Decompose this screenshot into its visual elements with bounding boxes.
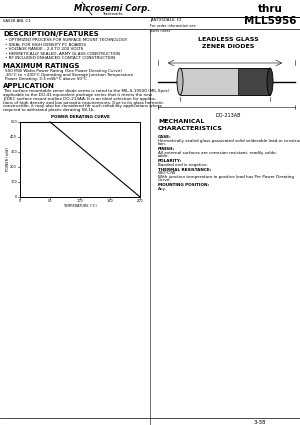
- Text: MAXIMUM RATINGS: MAXIMUM RATINGS: [3, 62, 80, 68]
- Text: 500 Milli Watts Power Rating (See Power Derating Curve): 500 Milli Watts Power Rating (See Power …: [5, 68, 122, 73]
- Text: 150: 150: [106, 199, 113, 203]
- Ellipse shape: [177, 68, 183, 95]
- Text: MECHANICAL
CHARACTERISTICS: MECHANICAL CHARACTERISTICS: [158, 119, 223, 130]
- Text: • RF INCLUDED ENHANCED CONTACT CONSTRUCTION: • RF INCLUDED ENHANCED CONTACT CONSTRUCT…: [5, 56, 115, 60]
- Text: THERMAL RESISTANCE:: THERMAL RESISTANCE:: [158, 167, 211, 172]
- Text: tion.: tion.: [158, 142, 167, 146]
- Text: POWER DERATING CURVE: POWER DERATING CURVE: [51, 115, 110, 119]
- Text: FINISH:: FINISH:: [158, 147, 175, 151]
- Bar: [180, 68, 270, 95]
- Text: 500°C/W: 500°C/W: [158, 171, 176, 175]
- Text: 0: 0: [19, 199, 21, 203]
- Text: 5AV28 ANL C1: 5AV28 ANL C1: [3, 19, 31, 23]
- Text: Any.: Any.: [158, 187, 166, 190]
- Text: • IDEAL FOR HIGH DENSITY PC BOARDS: • IDEAL FOR HIGH DENSITY PC BOARDS: [5, 42, 86, 46]
- Text: LEADLESS GLASS
ZENER DIODES: LEADLESS GLASS ZENER DIODES: [198, 37, 258, 49]
- Text: • HERMETICALLY SEALED, ARMY GLASS CONSTRUCTION: • HERMETICALLY SEALED, ARMY GLASS CONSTR…: [5, 51, 120, 56]
- Text: Microsemi Corp.: Microsemi Corp.: [74, 3, 150, 12]
- Text: applicable to the DO-41 equivalent package series that it meets the new: applicable to the DO-41 equivalent packa…: [3, 93, 152, 97]
- Bar: [238, 68, 270, 95]
- Text: 100: 100: [76, 199, 83, 203]
- Text: JEDEC surface mount outline DO-213AA. It is an ideal selection for applica-: JEDEC surface mount outline DO-213AA. It…: [3, 97, 156, 101]
- Text: • VOLTAGE RANGE - 2.4 TO 200 VOLTS: • VOLTAGE RANGE - 2.4 TO 200 VOLTS: [5, 47, 83, 51]
- Text: tions of high density and low parasitic requirements. Due to its glass hermetic: tions of high density and low parasitic …: [3, 100, 164, 105]
- Bar: [20, 122, 140, 197]
- Text: Hermetically sealed glass passivated solid solderable lead-in construc-: Hermetically sealed glass passivated sol…: [158, 139, 300, 142]
- Text: 50: 50: [48, 199, 52, 203]
- Text: DO-213AB: DO-213AB: [215, 113, 241, 117]
- Text: 400: 400: [10, 135, 17, 139]
- Text: 200: 200: [136, 199, 143, 203]
- Text: construction, it may also be considered for such reliability applications where: construction, it may also be considered …: [3, 104, 162, 108]
- Text: MOUNTING POSITION:: MOUNTING POSITION:: [158, 183, 209, 187]
- Text: • OPTIMIZED PROCESS FOR SURFACE MOUNT TECHNOLOGY: • OPTIMIZED PROCESS FOR SURFACE MOUNT TE…: [5, 38, 127, 42]
- Text: Trademarks: Trademarks: [102, 11, 122, 15]
- Text: JANTX5DA16; F2: JANTX5DA16; F2: [150, 18, 182, 22]
- Text: required to withstand plastic derating 58-1b.: required to withstand plastic derating 5…: [3, 108, 95, 112]
- Text: With junction temperature in positive lead has Per Power Derating: With junction temperature in positive le…: [158, 175, 294, 178]
- Text: POWER (mW): POWER (mW): [6, 147, 10, 171]
- Text: TEMPERATURE (°C): TEMPERATURE (°C): [63, 204, 97, 208]
- Text: 3-38: 3-38: [254, 419, 266, 425]
- Text: 100: 100: [10, 180, 17, 184]
- Text: Power Derating: 3.3 mW/°C above 50°C: Power Derating: 3.3 mW/°C above 50°C: [5, 77, 87, 81]
- Text: 300: 300: [10, 150, 17, 154]
- Text: -65°C to +200°C Operating and Storage Junction Temperature: -65°C to +200°C Operating and Storage Ju…: [5, 73, 133, 76]
- Text: rable.: rable.: [158, 154, 170, 158]
- Ellipse shape: [267, 68, 273, 95]
- Text: POLARITY:: POLARITY:: [158, 159, 182, 163]
- Text: CASE:: CASE:: [158, 135, 172, 139]
- Text: 500: 500: [10, 120, 17, 124]
- Text: This surface mountable zener diode series is rated to the MIL-S-19500 (MIL Spec): This surface mountable zener diode serie…: [3, 89, 169, 93]
- Text: APPLICATION: APPLICATION: [3, 83, 55, 89]
- Text: MLL5913
thru
MLL5956: MLL5913 thru MLL5956: [244, 0, 296, 26]
- Text: All external surfaces are corrosion resistant, readily solde-: All external surfaces are corrosion resi…: [158, 150, 277, 155]
- Text: For order information see
parts notes: For order information see parts notes: [150, 24, 196, 33]
- Text: 200: 200: [10, 165, 17, 169]
- Text: 0: 0: [15, 195, 17, 199]
- Text: Banded end is negative.: Banded end is negative.: [158, 162, 208, 167]
- Text: Curve.: Curve.: [158, 178, 172, 182]
- Text: DESCRIPTION/FEATURES: DESCRIPTION/FEATURES: [3, 31, 99, 37]
